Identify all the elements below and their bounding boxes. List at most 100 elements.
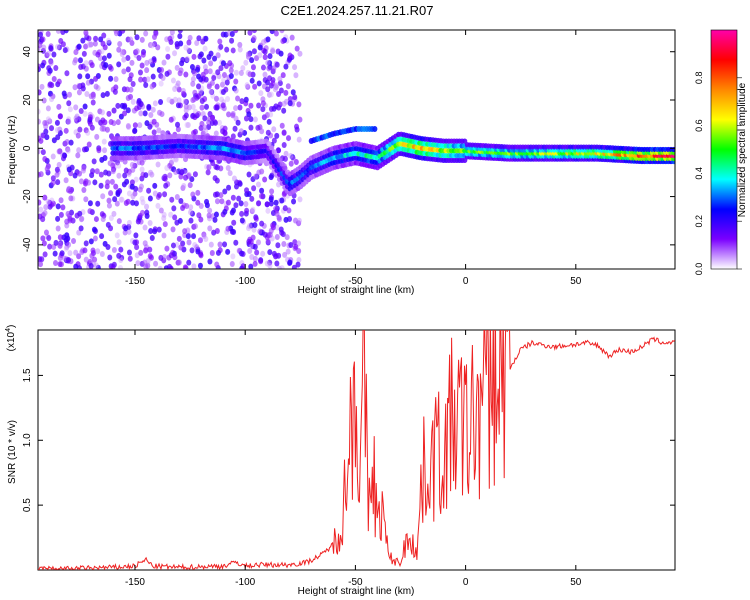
spectrogram-cell — [183, 44, 189, 51]
spectrogram-cell — [126, 190, 132, 197]
spectrogram-cell — [192, 223, 198, 230]
spectrogram-cell — [68, 188, 74, 195]
spectrogram-cell — [249, 195, 255, 202]
spectrogram-cell — [181, 182, 187, 189]
spectrogram-cell — [262, 54, 268, 61]
spectrogram-cell — [229, 31, 235, 38]
spectrogram-cell — [41, 44, 47, 51]
spectrogram-cell — [238, 128, 244, 135]
spectrogram-cell — [164, 245, 170, 252]
spectrogram-cell — [66, 91, 72, 98]
spectrogram-cell — [297, 50, 303, 57]
spectrogram-cell — [63, 30, 69, 34]
spectrogram-cell — [53, 260, 59, 267]
snr-panel: -150 -100 -50 0 50 0.5 1.0 1.5 Height of strai… — [5, 325, 676, 597]
spectrogram-cell — [207, 258, 213, 265]
snr-y-axis: 0.5 1.0 1.5 — [22, 368, 675, 512]
spectrogram-cell — [150, 73, 156, 80]
spectrogram-cell — [264, 260, 270, 267]
spectrogram-cell — [80, 82, 86, 89]
spectrogram-cell — [116, 162, 122, 169]
spectrogram-cell — [152, 190, 158, 197]
spectrogram-cell — [177, 217, 183, 224]
spectrogram-cell — [214, 261, 220, 268]
spectrogram-cell — [89, 62, 95, 69]
spectrogram-cell — [271, 250, 277, 257]
spectrogram-cell — [178, 67, 184, 74]
spectrogram-cell — [99, 109, 105, 116]
spectrogram-cell — [266, 91, 272, 98]
x-tick-label: -50 — [348, 276, 363, 287]
spectrogram-cell — [38, 148, 41, 155]
spectrogram-cell — [172, 50, 178, 57]
spectrogram-cell — [162, 175, 168, 182]
spectrogram-cell — [259, 128, 265, 135]
spectrogram-cell — [182, 98, 188, 105]
spectrogram-cell — [174, 43, 180, 50]
spectrogram-cell — [38, 118, 41, 125]
spectrogram-cell — [53, 64, 59, 71]
spectrogram-cell — [195, 248, 201, 255]
spectrogram-cell — [108, 215, 114, 222]
spectrogram-cell — [102, 147, 108, 154]
spectrogram-cell — [180, 90, 186, 97]
spectrogram-cell — [48, 59, 54, 66]
spectrogram-cell — [267, 249, 273, 256]
spectrogram-cell — [45, 50, 51, 57]
spectrogram-cell — [156, 226, 162, 233]
spectrogram-cell — [158, 254, 164, 261]
spectrogram-cell — [100, 92, 106, 99]
spectrogram-cell — [38, 31, 44, 38]
spectrogram-cell — [283, 63, 289, 70]
spectrogram-cell — [206, 212, 212, 219]
spectrogram-cell — [214, 198, 220, 205]
spectrogram-cell — [132, 122, 138, 129]
spectrogram-cell — [175, 102, 181, 109]
spectrogram-cell — [136, 54, 142, 61]
spectrogram-cell — [231, 228, 237, 235]
spectrogram-cell — [56, 78, 62, 85]
spectrogram-cell — [150, 106, 156, 113]
spectrogram-cell — [198, 202, 204, 209]
spectrogram-cell — [164, 165, 170, 172]
spectrogram-cell — [116, 239, 122, 246]
spectrogram-ridge-cell — [276, 157, 283, 163]
spectrogram-cell — [184, 203, 190, 210]
spectrogram-cell — [156, 192, 162, 199]
spectrogram-cell — [151, 118, 157, 125]
snr-x-axis: -150 -100 -50 0 50 — [125, 330, 582, 588]
spectrogram-cell — [119, 51, 125, 58]
spectrogram-cell — [179, 169, 185, 176]
spectrogram-cell — [152, 100, 158, 107]
spectrogram-cell — [296, 248, 302, 255]
spectrogram-cell — [220, 60, 226, 67]
spectrogram-cell — [251, 48, 257, 55]
spectrogram-cell — [175, 80, 181, 87]
spectrogram-cell — [203, 236, 209, 243]
spectrogram-cell — [252, 243, 258, 250]
spectrogram-cell — [168, 159, 174, 166]
spectrogram-cell — [77, 57, 83, 64]
spectrogram-cell — [106, 52, 112, 59]
spectrogram-cell — [239, 217, 245, 224]
spectrogram-cell — [98, 182, 104, 189]
spectrogram-cell — [125, 66, 131, 73]
colorbar-tick-label: 0.6 — [694, 119, 704, 132]
spectrogram-cell — [247, 71, 253, 78]
spectrogram-cell — [229, 260, 235, 267]
spectrogram-ridge-cell — [282, 165, 288, 171]
spectrogram-cell — [266, 65, 272, 72]
spectrogram-cell — [222, 241, 228, 248]
spectrogram-cell — [66, 100, 72, 107]
spectrogram-cell — [269, 30, 275, 35]
spectrogram-cell — [152, 228, 158, 235]
spectrogram-cell — [46, 235, 52, 242]
spectrogram-cell — [68, 139, 74, 146]
spectrogram-cell — [153, 30, 159, 37]
spectrogram-cell — [186, 48, 192, 55]
spectrogram-cell — [45, 105, 51, 112]
spectrogram-cell — [73, 115, 79, 122]
spectrogram-cell — [73, 49, 79, 56]
spectrogram-cell — [174, 64, 180, 71]
spectrogram-cell — [122, 103, 128, 110]
